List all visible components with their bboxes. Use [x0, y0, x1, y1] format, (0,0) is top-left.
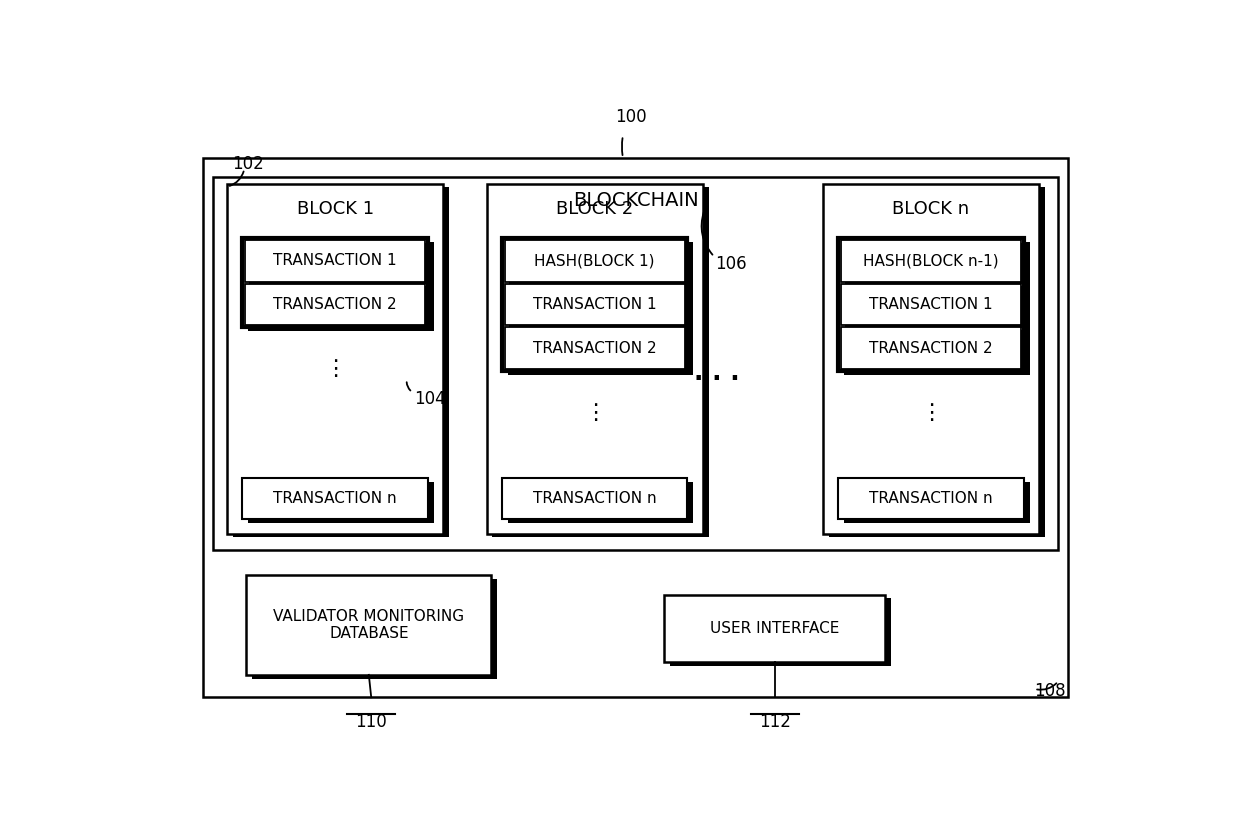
Bar [841, 284, 1021, 325]
Text: TRANSACTION 2: TRANSACTION 2 [533, 341, 656, 356]
Text: TRANSACTION n: TRANSACTION n [533, 491, 656, 506]
Bar [502, 239, 687, 371]
Bar [246, 284, 425, 325]
Text: 110: 110 [356, 713, 387, 731]
Bar [838, 239, 1024, 371]
Bar [841, 328, 1021, 369]
Bar [502, 478, 687, 520]
Text: HASH(BLOCK n-1): HASH(BLOCK n-1) [863, 254, 999, 269]
Bar [243, 478, 428, 520]
Bar [248, 481, 434, 523]
Text: TRANSACTION n: TRANSACTION n [273, 491, 397, 506]
Bar [508, 286, 688, 328]
Bar [844, 481, 1029, 523]
Text: . . .: . . . [694, 361, 740, 385]
Bar [505, 240, 684, 282]
Text: VALIDATOR MONITORING
DATABASE: VALIDATOR MONITORING DATABASE [273, 609, 465, 641]
Text: TRANSACTION 1: TRANSACTION 1 [533, 297, 656, 312]
Bar [841, 240, 1021, 282]
Text: BLOCK n: BLOCK n [893, 199, 970, 218]
Text: TRANSACTION n: TRANSACTION n [869, 491, 993, 506]
Bar [508, 243, 688, 284]
Text: TRANSACTION 2: TRANSACTION 2 [273, 297, 397, 312]
Bar [505, 328, 684, 369]
Text: TRANSACTION 1: TRANSACTION 1 [273, 254, 397, 269]
Text: 100: 100 [615, 108, 646, 126]
Bar [823, 183, 1039, 534]
Bar [492, 188, 708, 537]
Text: TRANSACTION 1: TRANSACTION 1 [869, 297, 993, 312]
Bar [248, 242, 434, 331]
Bar [844, 243, 1024, 284]
Bar [247, 575, 491, 675]
Text: BLOCK 2: BLOCK 2 [556, 199, 634, 218]
Bar [227, 183, 444, 534]
Text: TRANSACTION 2: TRANSACTION 2 [869, 341, 993, 356]
Bar [203, 158, 1068, 697]
Text: 102: 102 [232, 155, 264, 173]
Bar [252, 579, 497, 679]
Bar [486, 183, 703, 534]
Bar [505, 284, 684, 325]
Bar [233, 188, 449, 537]
Text: USER INTERFACE: USER INTERFACE [711, 620, 839, 636]
Text: 112: 112 [759, 713, 791, 731]
Bar [508, 330, 688, 372]
Bar [213, 177, 1058, 550]
Bar [828, 188, 1045, 537]
Text: 104: 104 [414, 389, 446, 408]
Text: HASH(BLOCK 1): HASH(BLOCK 1) [534, 254, 655, 269]
Bar [246, 240, 425, 282]
Bar [838, 478, 1024, 520]
Bar [249, 286, 429, 328]
Bar [243, 239, 428, 328]
Text: ⋮: ⋮ [584, 403, 606, 423]
Bar [844, 286, 1024, 328]
Text: 108: 108 [1034, 682, 1066, 700]
Bar [844, 242, 1029, 375]
Text: BLOCKCHAIN: BLOCKCHAIN [573, 191, 698, 210]
Bar [665, 595, 885, 662]
Text: ⋮: ⋮ [920, 403, 942, 423]
Bar [507, 242, 693, 375]
Bar [249, 243, 429, 284]
Text: ⋮: ⋮ [324, 359, 346, 379]
Text: BLOCK 1: BLOCK 1 [296, 199, 373, 218]
Bar [507, 481, 693, 523]
Bar [670, 599, 892, 666]
Text: 106: 106 [715, 255, 746, 273]
Bar [844, 330, 1024, 372]
